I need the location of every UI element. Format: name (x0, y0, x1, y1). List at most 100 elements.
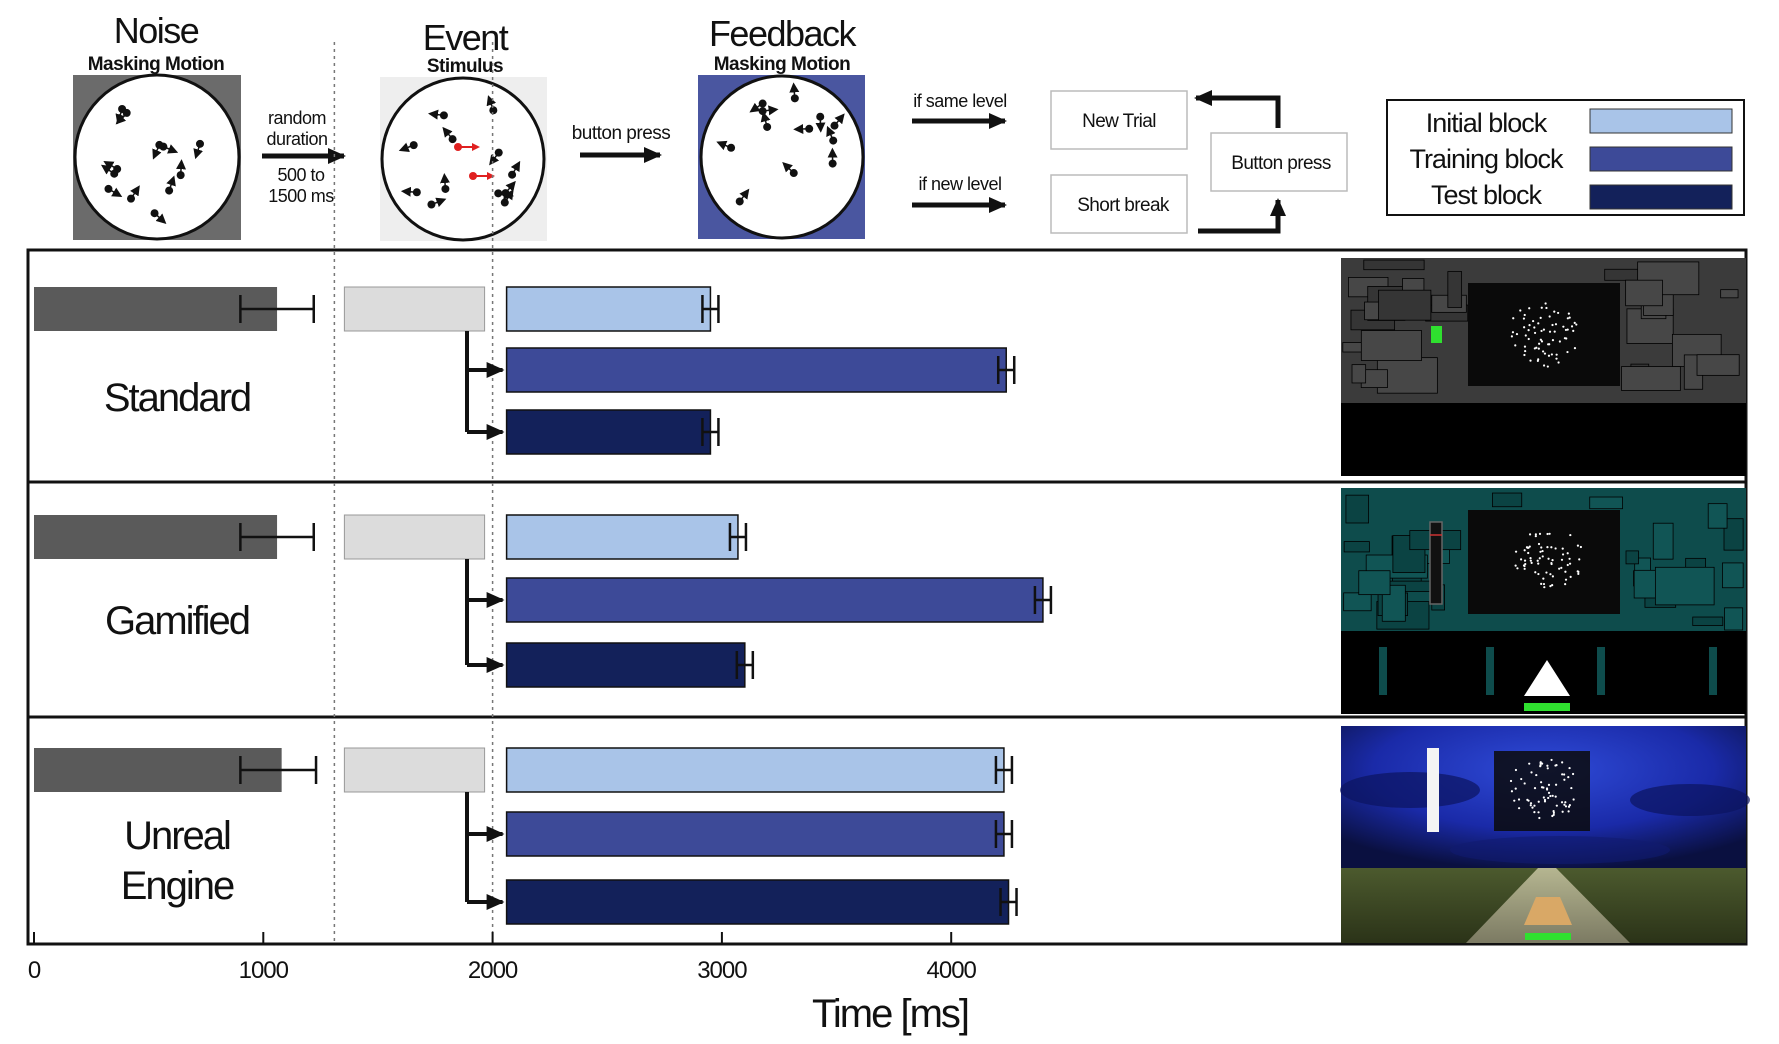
event-bar-standard (343, 286, 486, 332)
stimulus-dot (1567, 312, 1570, 315)
screen-standard-dot-cloud (1510, 302, 1578, 368)
stimulus-dot (1539, 765, 1542, 768)
timing-chart: Standard Gamified Unreal Engine 0 1000 200… (26, 42, 1750, 1036)
stimulus-dot (1524, 334, 1527, 337)
stimulus-dot (1524, 562, 1527, 566)
stimulus-dot (1539, 781, 1543, 784)
stimulus-dot (1568, 766, 1571, 770)
motion-dot (827, 147, 838, 168)
stimulus-dot (1561, 547, 1564, 550)
stimulus-dot (1541, 350, 1545, 353)
stimulus-dot (1519, 309, 1522, 312)
x-tick-label-1000: 1000 (239, 957, 289, 984)
screen-gamified-stimulus-window (1468, 510, 1620, 614)
screen-standard (1341, 258, 1746, 476)
stimulus-dot (1550, 561, 1553, 565)
stimulus-dot (1575, 323, 1578, 326)
stimulus-dot (1566, 317, 1569, 320)
stimulus-dot (1547, 557, 1550, 560)
stimulus-dot (1523, 567, 1526, 570)
stimulus-dot (1514, 344, 1517, 347)
x-tick-label-4000: 4000 (927, 957, 977, 984)
stimulus-dot (1539, 338, 1542, 341)
stimulus-dot (1546, 532, 1549, 536)
stimulus-dot (1553, 330, 1556, 333)
motion-dot (104, 184, 123, 198)
training-block-bar-standard (505, 347, 1007, 393)
stimulus-dot (1550, 546, 1553, 549)
event-motion-dots (398, 95, 521, 209)
stimulus-dot (1538, 557, 1541, 560)
stimulus-dot (1564, 805, 1568, 808)
stimulus-dot (1549, 585, 1552, 588)
screen-tile (1625, 550, 1639, 565)
stimulus-dot (1542, 786, 1545, 789)
screen-tile (1358, 570, 1391, 596)
stimulus-dot (1568, 562, 1572, 565)
motion-dot (115, 108, 131, 125)
motion-dot (193, 139, 204, 160)
stimulus-dot (1529, 557, 1532, 560)
stimulus-dot (1539, 550, 1542, 553)
stimulus-dot (1577, 572, 1580, 576)
stimulus-dot (1562, 325, 1565, 328)
stimulus-dot (1558, 340, 1561, 343)
motion-dot (826, 125, 838, 145)
stimulus-dot (1538, 816, 1541, 820)
condition-label-gamified: Gamified (105, 599, 249, 643)
screen-tile (1696, 354, 1740, 376)
screen-gamified-post-3 (1597, 647, 1605, 695)
random-duration-line1: random (268, 108, 326, 128)
button-press-label: button press (572, 123, 671, 144)
screen-tile (1345, 494, 1369, 524)
button-press-box (1210, 132, 1348, 192)
stimulus-dot (1533, 326, 1536, 329)
stimulus-dot (1561, 761, 1564, 764)
stimulus-dot (1547, 783, 1551, 786)
training-block-errorbar-unreal-engine (994, 820, 1014, 848)
branch-connector-unreal-engine (465, 792, 505, 910)
event-bar-unreal-engine (343, 747, 486, 793)
stimulus-dot (1538, 342, 1541, 345)
condition-label-unreal-line2: Engine (121, 864, 234, 908)
stimulus-dot (1551, 575, 1555, 578)
stimulus-dot (1570, 786, 1573, 790)
screen-unreal-level-bar (1427, 748, 1439, 832)
stimulus-dot (1550, 758, 1553, 762)
stimulus-dot (1552, 813, 1555, 816)
screen-tile (1720, 289, 1739, 299)
stimulus-dot (1514, 550, 1518, 553)
stimulus-dot (1541, 555, 1544, 558)
test-block-errorbar-standard (701, 418, 720, 446)
duration-range-line1: 500 to (277, 165, 325, 185)
stimulus-dot (1567, 810, 1570, 813)
stimulus-dot (1512, 317, 1515, 320)
stimulus-dot (1573, 321, 1576, 324)
screen-tile (1492, 492, 1523, 508)
stimulus-dot (1547, 354, 1551, 357)
screen-standard-green-marker (1431, 326, 1442, 343)
screen-tile (1621, 366, 1681, 391)
x-tick-label-0: 0 (28, 957, 41, 984)
stimulus-dot (1554, 323, 1558, 326)
stimulus-dot (1568, 803, 1571, 807)
button-press-box-label: Button press (1231, 153, 1331, 174)
stimulus-dot (1550, 353, 1553, 356)
training-block-bar-gamified (505, 577, 1044, 623)
motion-dot (486, 95, 498, 115)
stimulus-dot (1538, 532, 1542, 535)
motion-dot (789, 82, 800, 103)
motion-dot (793, 124, 814, 134)
stimulus-dot (1529, 802, 1533, 805)
stimulus-dot (1542, 577, 1545, 580)
stimulus-dot (1578, 558, 1581, 561)
phase-subtitle-feedback: Masking Motion (714, 54, 851, 75)
screen-tile (1343, 592, 1372, 612)
stimulus-dot (1557, 311, 1560, 315)
stimulus-dot (1546, 365, 1549, 368)
stimulus-dot (1527, 329, 1530, 332)
stimulus-dot (1560, 558, 1564, 561)
stimulus-dot (1555, 804, 1558, 807)
motion-dot (749, 99, 767, 113)
